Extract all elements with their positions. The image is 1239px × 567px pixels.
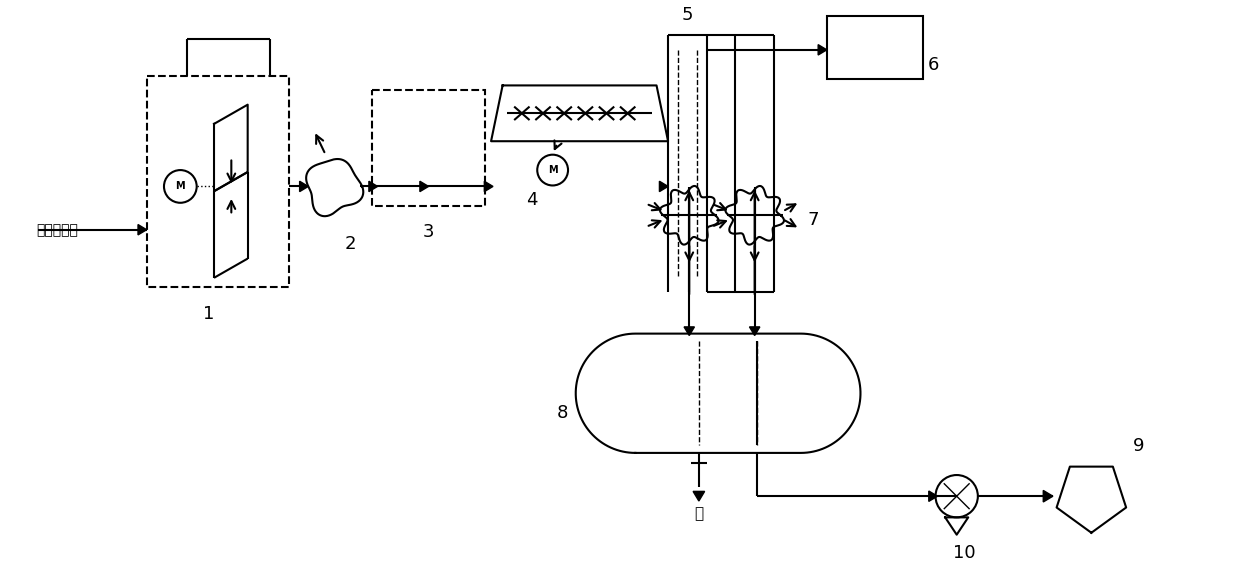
Polygon shape	[684, 327, 694, 336]
Polygon shape	[693, 492, 705, 501]
Text: 2: 2	[344, 235, 357, 252]
Polygon shape	[369, 181, 378, 192]
Polygon shape	[1043, 490, 1053, 502]
Text: 粗氯乙烯气: 粗氯乙烯气	[36, 223, 78, 236]
Text: M: M	[176, 181, 185, 192]
Polygon shape	[420, 181, 429, 192]
Text: 4: 4	[525, 191, 538, 209]
Polygon shape	[659, 181, 668, 192]
Text: 6: 6	[928, 56, 939, 74]
Text: 8: 8	[556, 404, 567, 421]
Text: 5: 5	[681, 6, 693, 24]
Text: 水: 水	[694, 506, 704, 521]
Text: 1: 1	[202, 304, 214, 323]
Text: 7: 7	[808, 211, 819, 229]
Text: M: M	[548, 165, 558, 175]
Polygon shape	[818, 45, 826, 55]
Polygon shape	[484, 181, 493, 192]
Polygon shape	[300, 181, 309, 192]
Polygon shape	[750, 327, 760, 336]
Text: 9: 9	[1132, 437, 1145, 455]
Text: 10: 10	[953, 544, 975, 562]
Polygon shape	[929, 491, 938, 501]
Bar	[826, 16, 923, 79]
Polygon shape	[138, 225, 146, 235]
Text: 3: 3	[422, 223, 435, 241]
